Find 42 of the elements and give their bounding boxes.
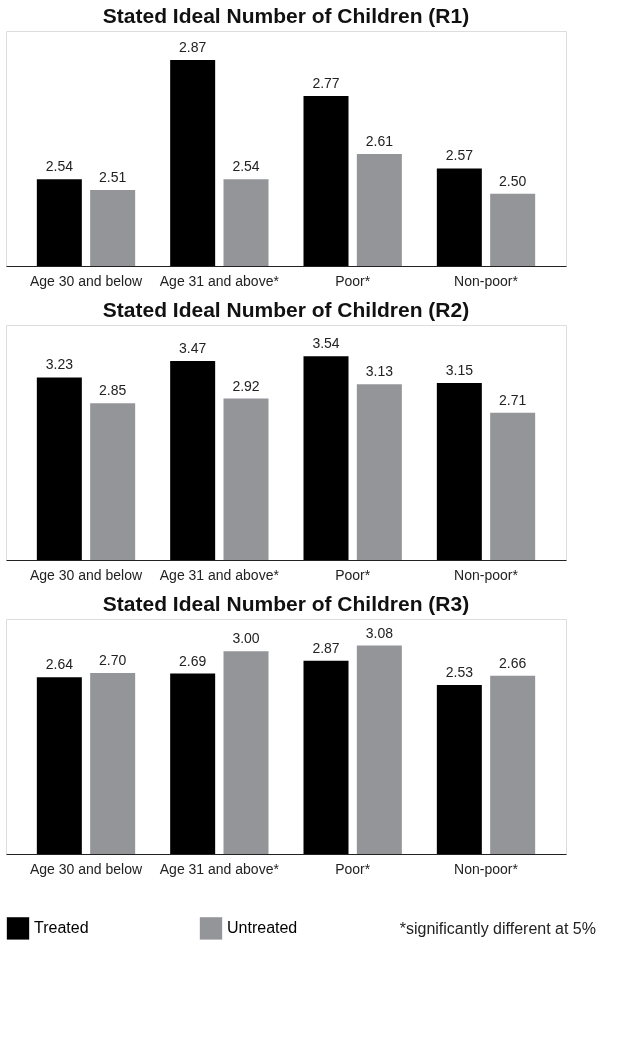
x-tick-label: Non-poor* xyxy=(454,860,519,877)
data-label: 2.54 xyxy=(232,158,260,175)
x-tick-label: Poor* xyxy=(335,860,371,877)
chart-title: Stated Ideal Number of Children (R3) xyxy=(102,592,470,615)
data-label: 3.08 xyxy=(365,624,394,641)
data-label: 3.13 xyxy=(365,363,394,380)
data-label: 3.54 xyxy=(312,335,340,352)
data-label: 2.71 xyxy=(499,391,527,408)
data-label: 3.00 xyxy=(232,630,260,647)
data-label: 2.53 xyxy=(445,664,474,681)
data-label: 2.87 xyxy=(312,639,340,656)
data-label: 3.23 xyxy=(45,356,74,373)
data-label: 2.70 xyxy=(99,651,127,668)
text: *significantly different at 5% xyxy=(399,920,596,937)
legend-label: Untreated xyxy=(227,919,298,937)
x-tick-label: Age 31 and above* xyxy=(159,860,280,877)
data-label: 3.15 xyxy=(445,361,474,378)
data-label: 2.50 xyxy=(499,172,527,189)
data-label: 2.77 xyxy=(312,75,340,92)
x-tick-label: Poor* xyxy=(335,272,371,289)
data-label: 2.51 xyxy=(99,169,127,186)
x-tick-label: Age 30 and below xyxy=(29,860,143,877)
data-label: 2.92 xyxy=(232,377,260,394)
data-label: 2.54 xyxy=(45,158,74,175)
data-label: 2.69 xyxy=(179,652,207,669)
x-tick-label: Poor* xyxy=(335,566,371,583)
chart-title: Stated Ideal Number of Children (R2) xyxy=(102,298,470,321)
chart-title: Stated Ideal Number of Children (R1) xyxy=(102,4,470,27)
x-tick-label: Age 31 and above* xyxy=(159,272,280,289)
data-label: 2.66 xyxy=(499,654,527,671)
legend-label: Treated xyxy=(34,919,89,937)
data-label: 3.47 xyxy=(179,340,207,357)
x-tick-label: Non-poor* xyxy=(454,566,519,583)
data-label: 2.64 xyxy=(45,656,74,673)
data-label: 2.85 xyxy=(99,382,127,399)
x-tick-label: Non-poor* xyxy=(454,272,519,289)
data-label: 2.61 xyxy=(365,132,394,149)
x-tick-label: Age 30 and below xyxy=(29,566,143,583)
x-tick-label: Age 31 and above* xyxy=(159,566,280,583)
x-tick-label: Age 30 and below xyxy=(29,272,143,289)
data-label: 2.87 xyxy=(179,38,207,55)
data-label: 2.57 xyxy=(445,147,474,164)
